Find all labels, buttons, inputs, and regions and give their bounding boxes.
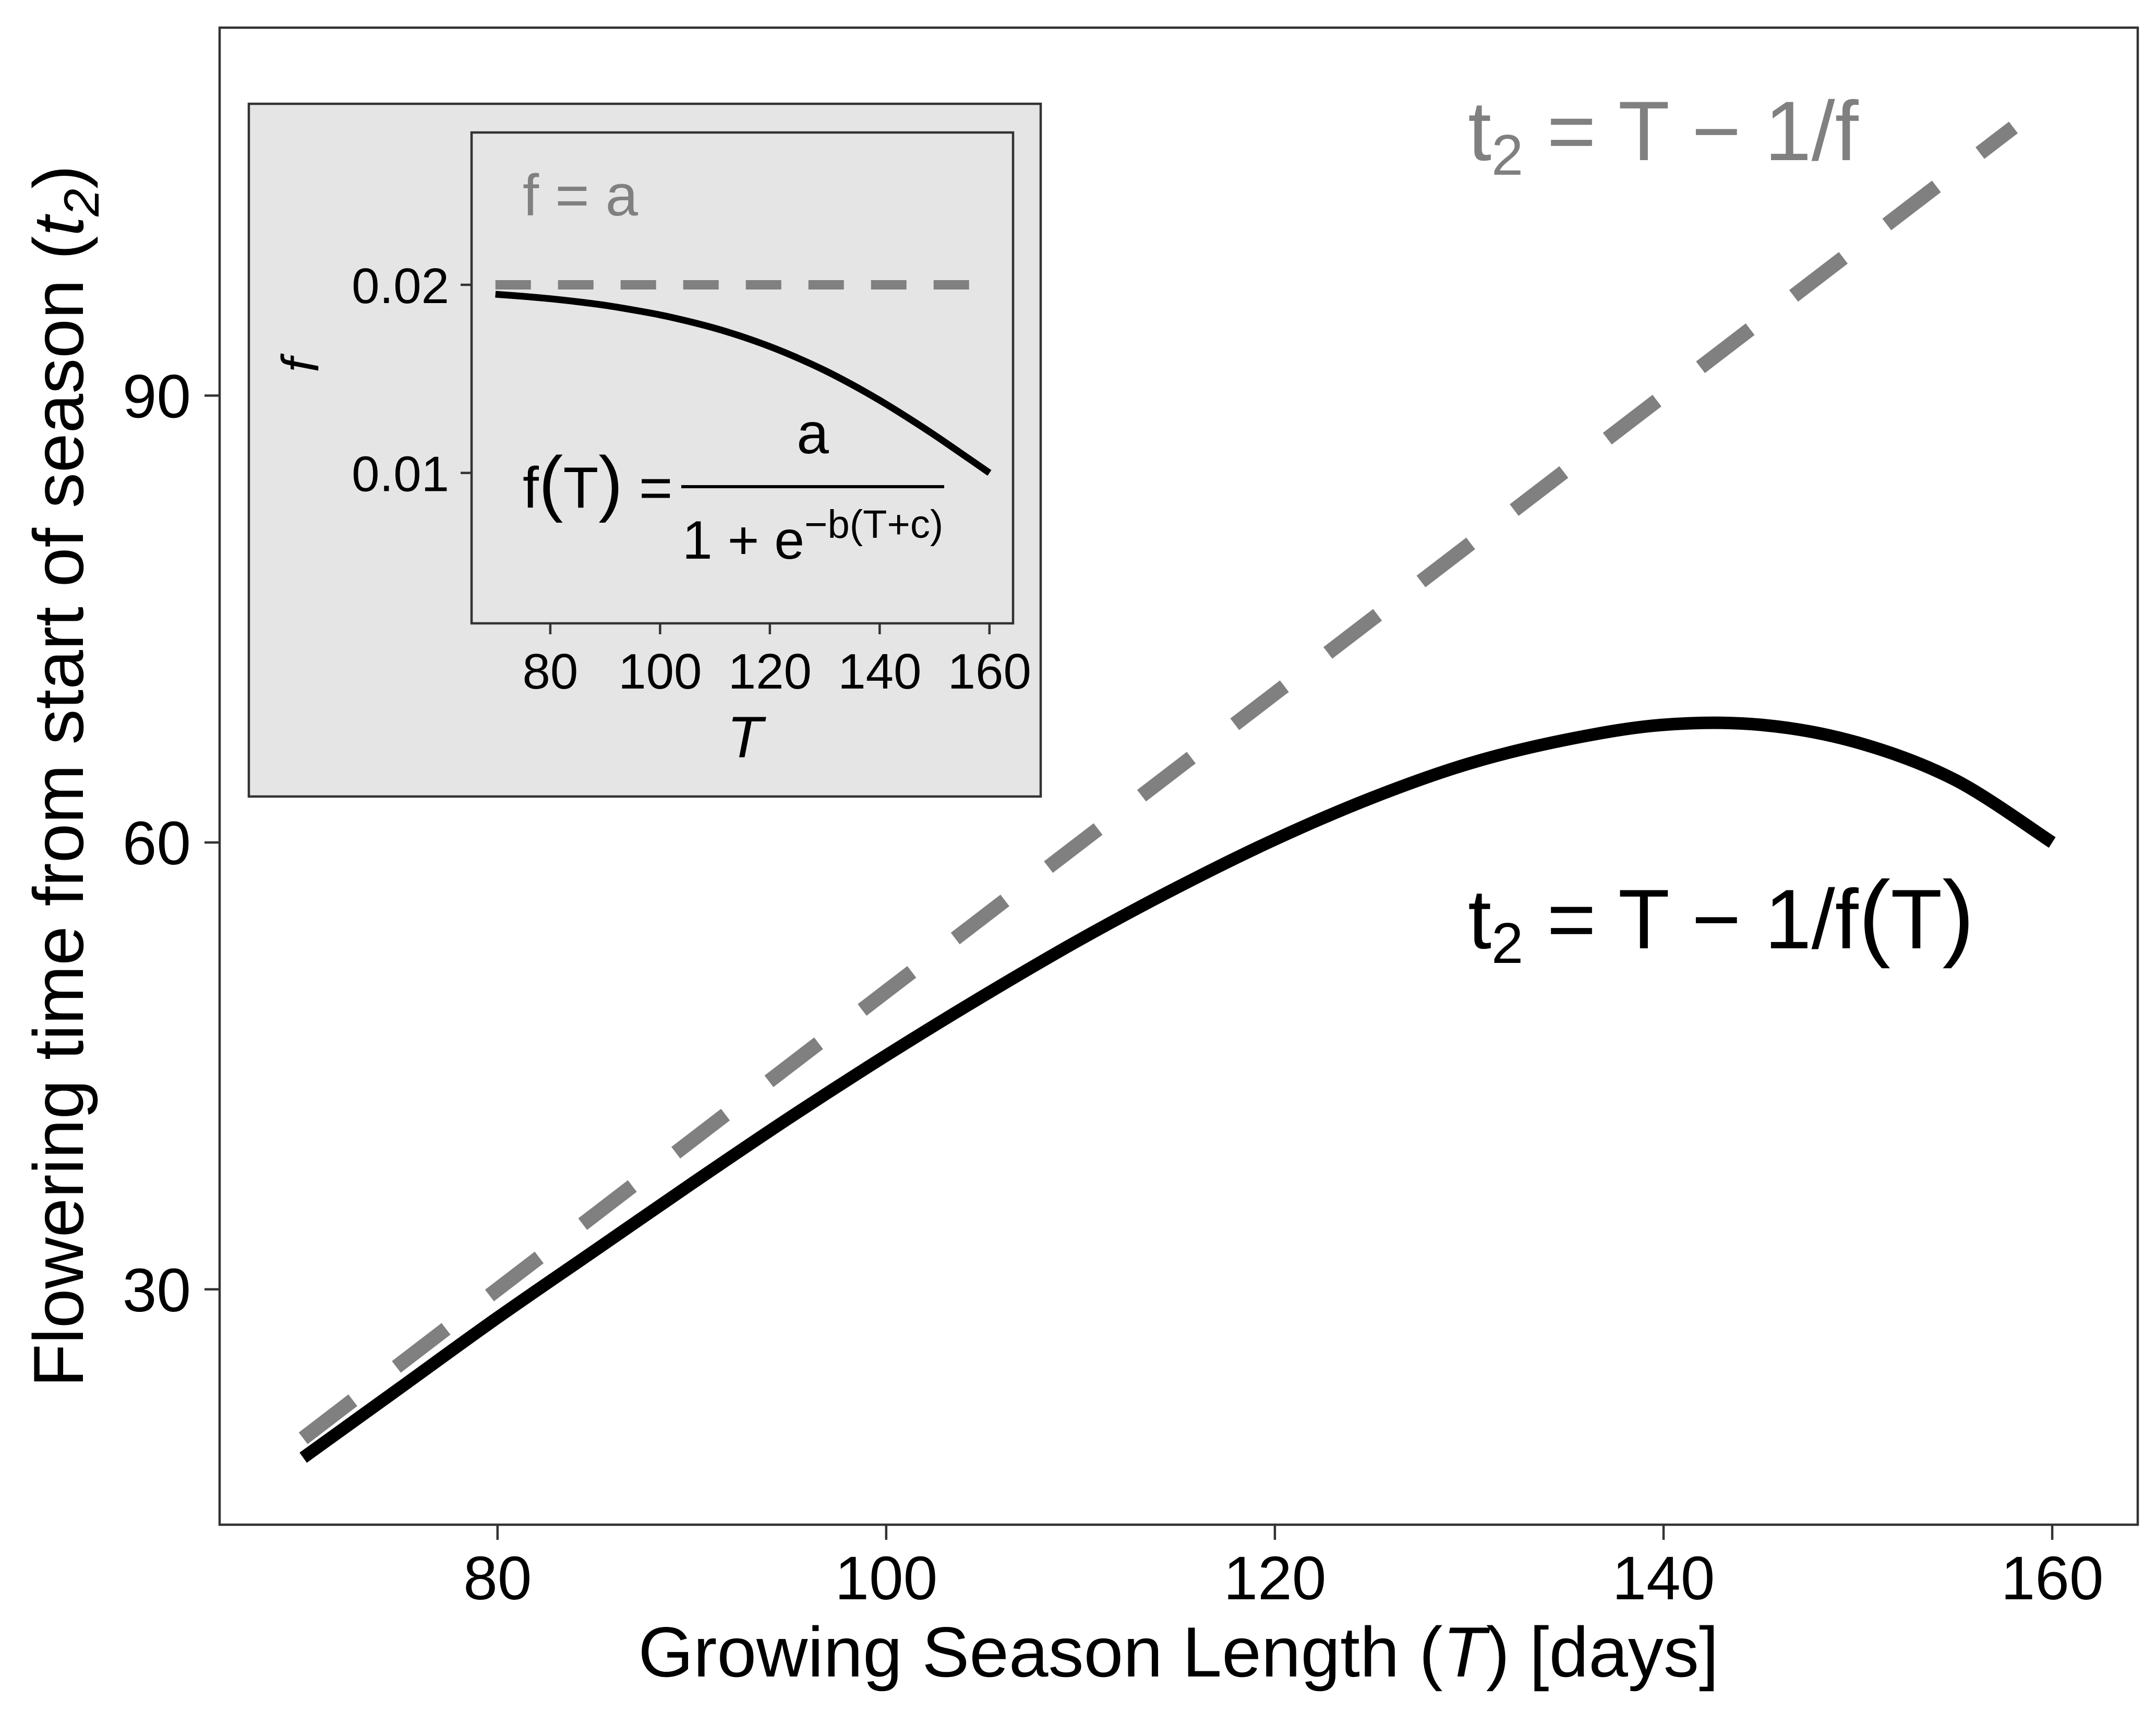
inset-y-tick-label-0-02: 0.02	[352, 258, 449, 314]
formula-open-paren: (	[539, 441, 563, 523]
inset-x-axis-title: T	[727, 705, 767, 770]
dashed-curve-equation-label: t2 = T − 1/f	[1468, 84, 1859, 187]
inset-x-tick-label-140: 140	[838, 644, 921, 699]
y-tick-label-30: 30	[123, 1256, 191, 1325]
inset-axes-layer: 80 100 120 140 160 0.01 0.02	[352, 258, 1031, 699]
x-axis-title-text: Growing Season Length (	[638, 1612, 1442, 1692]
x-axis-title: Growing Season Length (T) [days]	[638, 1612, 1718, 1692]
inset-panel-border	[470, 131, 1015, 625]
formula-exponent: −b(T+c)	[804, 502, 943, 547]
x-axis-title-variable: T	[1443, 1612, 1491, 1692]
inset-x-tick-label-120: 120	[728, 644, 812, 699]
formula-numerator: a	[797, 401, 829, 466]
inset-reference-label: f = a	[523, 163, 639, 228]
main-axes-layer: 80 100 120 140 160 30 60 90	[123, 362, 2104, 1613]
inset-series-layer	[495, 280, 992, 476]
formula-denominator-base: 1 + e	[682, 510, 804, 571]
y-tick-label-90: 90	[123, 362, 191, 431]
inset-y-tick-label-0-01: 0.01	[352, 447, 449, 502]
inset-panel-background	[472, 132, 1013, 623]
x-tick-label-140: 140	[1612, 1544, 1715, 1613]
solid-equation-close-paren: )	[1942, 862, 1974, 969]
inset-formula-lhs: f(T) =	[523, 441, 673, 523]
solid-series-line	[299, 716, 2056, 1463]
inset-x-tick-label-100: 100	[618, 644, 702, 699]
dashed-equation-lhs: t	[1468, 84, 1491, 178]
solid-equation-open-paren: (	[1859, 862, 1891, 969]
solid-equation-argument: T	[1890, 872, 1942, 967]
formula-equals: =	[623, 455, 673, 520]
formula-function-name: f	[523, 455, 539, 520]
y-axis-title-variable: t	[19, 213, 98, 236]
solid-equation-subscript: 2	[1491, 911, 1523, 975]
y-axis-title-close: )	[19, 165, 98, 189]
y-tick-label-60: 60	[123, 809, 191, 878]
x-tick-label-160: 160	[2001, 1544, 2104, 1613]
main-panel-border	[218, 26, 2139, 1526]
inset-solid-series-line	[495, 291, 992, 476]
formula-denominator: 1 + e−b(T+c)	[682, 502, 943, 571]
solid-equation-lhs: t	[1468, 872, 1491, 967]
inset-x-tick-label-80: 80	[523, 644, 579, 699]
y-axis-title-text: Flowering time from start of season (	[19, 236, 98, 1387]
y-axis-title-subscript: 2	[54, 189, 110, 217]
inset-x-tick-label-160: 160	[948, 644, 1031, 699]
formula-argument: T	[563, 455, 598, 520]
main-series-layer	[298, 122, 2056, 1463]
y-axis-title: Flowering time from start of season (t2)	[19, 165, 110, 1388]
x-tick-label-80: 80	[463, 1544, 532, 1613]
solid-equation-rhs: = T − 1/f	[1523, 872, 1859, 967]
dashed-equation-subscript: 2	[1491, 123, 1523, 187]
x-tick-label-100: 100	[835, 1544, 937, 1613]
dashed-equation-rhs: = T − 1/f	[1523, 84, 1859, 178]
solid-curve-equation-label: t2 = T − 1/f(T)	[1468, 862, 1974, 975]
formula-close-paren: )	[598, 441, 623, 523]
x-tick-label-120: 120	[1223, 1544, 1326, 1613]
dashed-series-line	[298, 122, 2018, 1444]
x-axis-title-unit: ) [days]	[1486, 1612, 1719, 1692]
